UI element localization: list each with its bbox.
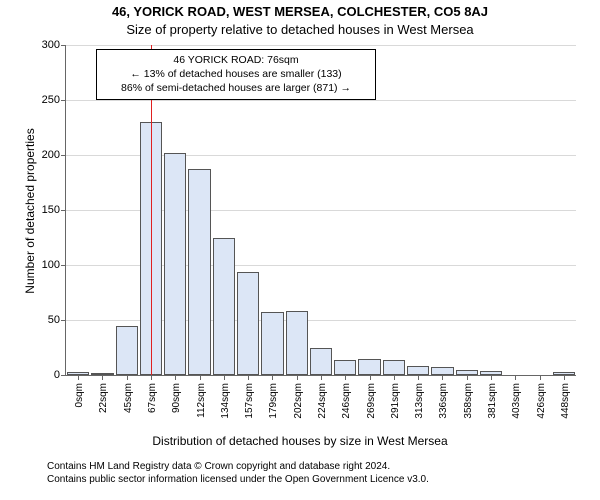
ytick-label: 200 [42,149,66,161]
ytick-label: 150 [42,204,66,216]
xtick-mark [370,375,371,380]
xtick-mark [248,375,249,380]
xtick-label: 313sqm [414,383,425,419]
bar [261,312,283,375]
ytick-label: 300 [42,39,66,51]
x-axis-label: Distribution of detached houses by size … [0,434,600,448]
bar [237,272,259,375]
bar [188,169,210,375]
xtick-mark [564,375,565,380]
annotation-line1: 46 YORICK ROAD: 76sqm [103,53,369,67]
bar [334,360,356,375]
annotation-line2: ← 13% of detached houses are smaller (13… [103,67,369,81]
bar [358,359,380,376]
xtick-mark [272,375,273,380]
xtick-label: 90sqm [171,383,182,413]
xtick-mark [418,375,419,380]
bar [431,367,453,375]
xtick-mark [200,375,201,380]
ytick-label: 50 [48,314,66,326]
grid-line [66,100,576,101]
bar [164,153,186,375]
xtick-label: 134sqm [220,383,231,419]
xtick-mark [297,375,298,380]
bar [407,366,429,375]
xtick-label: 45sqm [123,383,134,413]
xtick-label: 269sqm [366,383,377,419]
xtick-mark [321,375,322,380]
xtick-label: 224sqm [317,383,328,419]
bar [310,348,332,376]
footer-line1: Contains HM Land Registry data © Crown c… [47,460,429,473]
y-axis-label: Number of detached properties [23,111,37,311]
bar [116,326,138,376]
chart-title-address: 46, YORICK ROAD, WEST MERSEA, COLCHESTER… [0,4,600,19]
xtick-label: 22sqm [98,383,109,413]
bar [286,311,308,375]
xtick-mark [394,375,395,380]
ytick-label: 250 [42,94,66,106]
bar [383,360,405,375]
xtick-label: 381sqm [487,383,498,419]
xtick-label: 179sqm [268,383,279,419]
grid-line [66,45,576,46]
ytick-label: 0 [54,369,66,381]
xtick-label: 336sqm [438,383,449,419]
annotation-line3: 86% of semi-detached houses are larger (… [103,81,369,95]
xtick-label: 403sqm [511,383,522,419]
xtick-label: 291sqm [390,383,401,419]
xtick-label: 0sqm [74,383,85,407]
xtick-mark [175,375,176,380]
footer-line2: Contains public sector information licen… [47,473,429,486]
xtick-label: 358sqm [463,383,474,419]
xtick-mark [127,375,128,380]
xtick-label: 157sqm [244,383,255,419]
xtick-mark [345,375,346,380]
xtick-mark [515,375,516,380]
ytick-label: 100 [42,259,66,271]
annotation-box: 46 YORICK ROAD: 76sqm← 13% of detached h… [96,49,376,100]
footer-attribution: Contains HM Land Registry data © Crown c… [47,460,429,486]
chart-subtitle: Size of property relative to detached ho… [0,22,600,37]
xtick-mark [224,375,225,380]
xtick-mark [467,375,468,380]
xtick-label: 67sqm [147,383,158,413]
chart-plot-area: 0501001502002503000sqm22sqm45sqm67sqm90s… [65,45,576,376]
xtick-mark [78,375,79,380]
xtick-label: 246sqm [341,383,352,419]
xtick-mark [102,375,103,380]
xtick-mark [442,375,443,380]
xtick-mark [151,375,152,380]
xtick-label: 202sqm [293,383,304,419]
xtick-label: 426sqm [536,383,547,419]
xtick-label: 448sqm [560,383,571,419]
xtick-mark [540,375,541,380]
xtick-label: 112sqm [196,383,207,418]
bar [213,238,235,376]
xtick-mark [491,375,492,380]
